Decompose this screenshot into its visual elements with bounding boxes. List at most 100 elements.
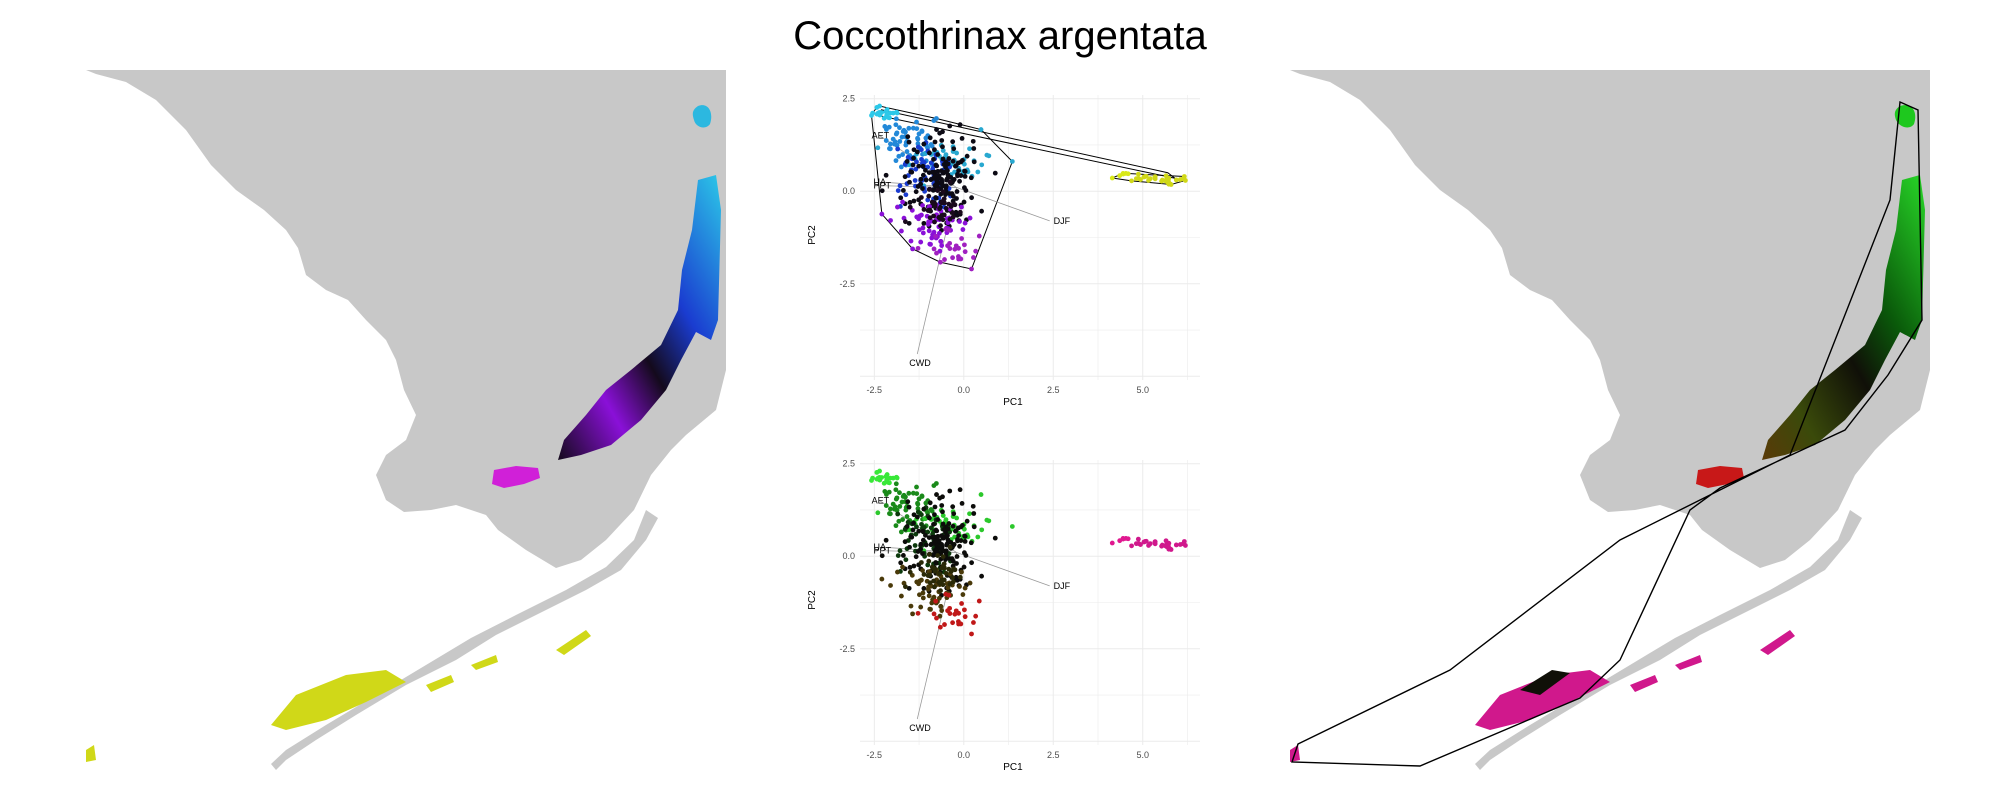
- point: [963, 188, 969, 193]
- point: [1129, 543, 1134, 549]
- point: [886, 124, 892, 130]
- vector-label: CWD: [909, 723, 931, 733]
- point: [910, 527, 916, 533]
- point: [940, 217, 946, 223]
- point: [882, 123, 888, 129]
- point: [945, 220, 951, 226]
- point: [1129, 178, 1134, 184]
- point: [921, 207, 927, 212]
- point: [883, 537, 889, 543]
- point: [927, 551, 933, 557]
- point: [953, 574, 959, 580]
- point: [907, 569, 913, 575]
- point: [951, 146, 957, 152]
- point: [921, 585, 927, 591]
- grid: [860, 460, 1200, 745]
- x-axis-label: PC1: [1003, 397, 1023, 408]
- point: [935, 152, 941, 157]
- point: [962, 220, 968, 226]
- y-axis-label: PC2: [807, 225, 818, 245]
- point: [937, 259, 943, 265]
- vector-line: [916, 552, 958, 720]
- point: [961, 199, 967, 205]
- point: [893, 481, 899, 487]
- point: [900, 517, 906, 522]
- point: [939, 179, 945, 185]
- y-tick-label: 0.0: [842, 186, 855, 196]
- point: [960, 592, 966, 597]
- point: [913, 189, 919, 195]
- point: [898, 529, 904, 535]
- point: [915, 500, 920, 506]
- point: [986, 518, 992, 524]
- point: [950, 193, 956, 199]
- point: [957, 219, 962, 224]
- point: [910, 611, 915, 617]
- point: [890, 136, 896, 142]
- x-tick-label: 2.5: [1047, 385, 1060, 395]
- point: [916, 163, 922, 169]
- occurrence-region-southwest: [492, 466, 540, 488]
- point: [952, 246, 958, 252]
- point: [926, 535, 932, 541]
- point: [912, 178, 918, 183]
- point: [956, 256, 962, 262]
- map-right: [1290, 70, 1930, 770]
- point: [916, 528, 922, 534]
- point: [918, 147, 924, 153]
- point: [934, 250, 939, 256]
- point: [927, 515, 932, 521]
- point: [877, 477, 883, 483]
- point: [877, 468, 882, 474]
- x-tick-label: 0.0: [958, 750, 971, 760]
- point: [964, 153, 970, 159]
- point: [906, 504, 912, 510]
- point: [957, 584, 962, 589]
- point: [925, 573, 931, 578]
- point: [1173, 542, 1179, 548]
- vector-label: CWD: [909, 358, 931, 368]
- point: [914, 126, 920, 131]
- point: [915, 610, 921, 616]
- point: [927, 135, 933, 141]
- point: [932, 512, 937, 518]
- point: [971, 255, 976, 260]
- point: [894, 475, 900, 481]
- point: [900, 152, 906, 157]
- point: [943, 550, 949, 556]
- point: [960, 157, 965, 163]
- point: [939, 243, 945, 248]
- point: [947, 605, 953, 611]
- point: [1159, 542, 1165, 548]
- keys-islands: [271, 510, 658, 770]
- point: [887, 511, 893, 517]
- point: [888, 506, 893, 512]
- point: [898, 195, 904, 201]
- point: [925, 208, 931, 213]
- point: [898, 228, 904, 234]
- point: [911, 520, 916, 526]
- point: [976, 233, 982, 239]
- point: [940, 513, 946, 518]
- point: [888, 583, 893, 588]
- point: [902, 539, 908, 545]
- point: [911, 155, 916, 161]
- point: [936, 595, 942, 601]
- point: [979, 208, 984, 214]
- point: [1159, 177, 1165, 183]
- point: [1146, 178, 1151, 183]
- point: [961, 526, 967, 532]
- occurrence-region-keys: [86, 630, 591, 762]
- point: [920, 590, 926, 596]
- point: [911, 563, 917, 569]
- point: [956, 533, 961, 539]
- vector-line: [956, 552, 1050, 587]
- point: [979, 527, 985, 533]
- point: [888, 218, 893, 223]
- point: [979, 573, 984, 579]
- point: [1109, 175, 1115, 181]
- point: [914, 159, 919, 165]
- point: [918, 195, 924, 200]
